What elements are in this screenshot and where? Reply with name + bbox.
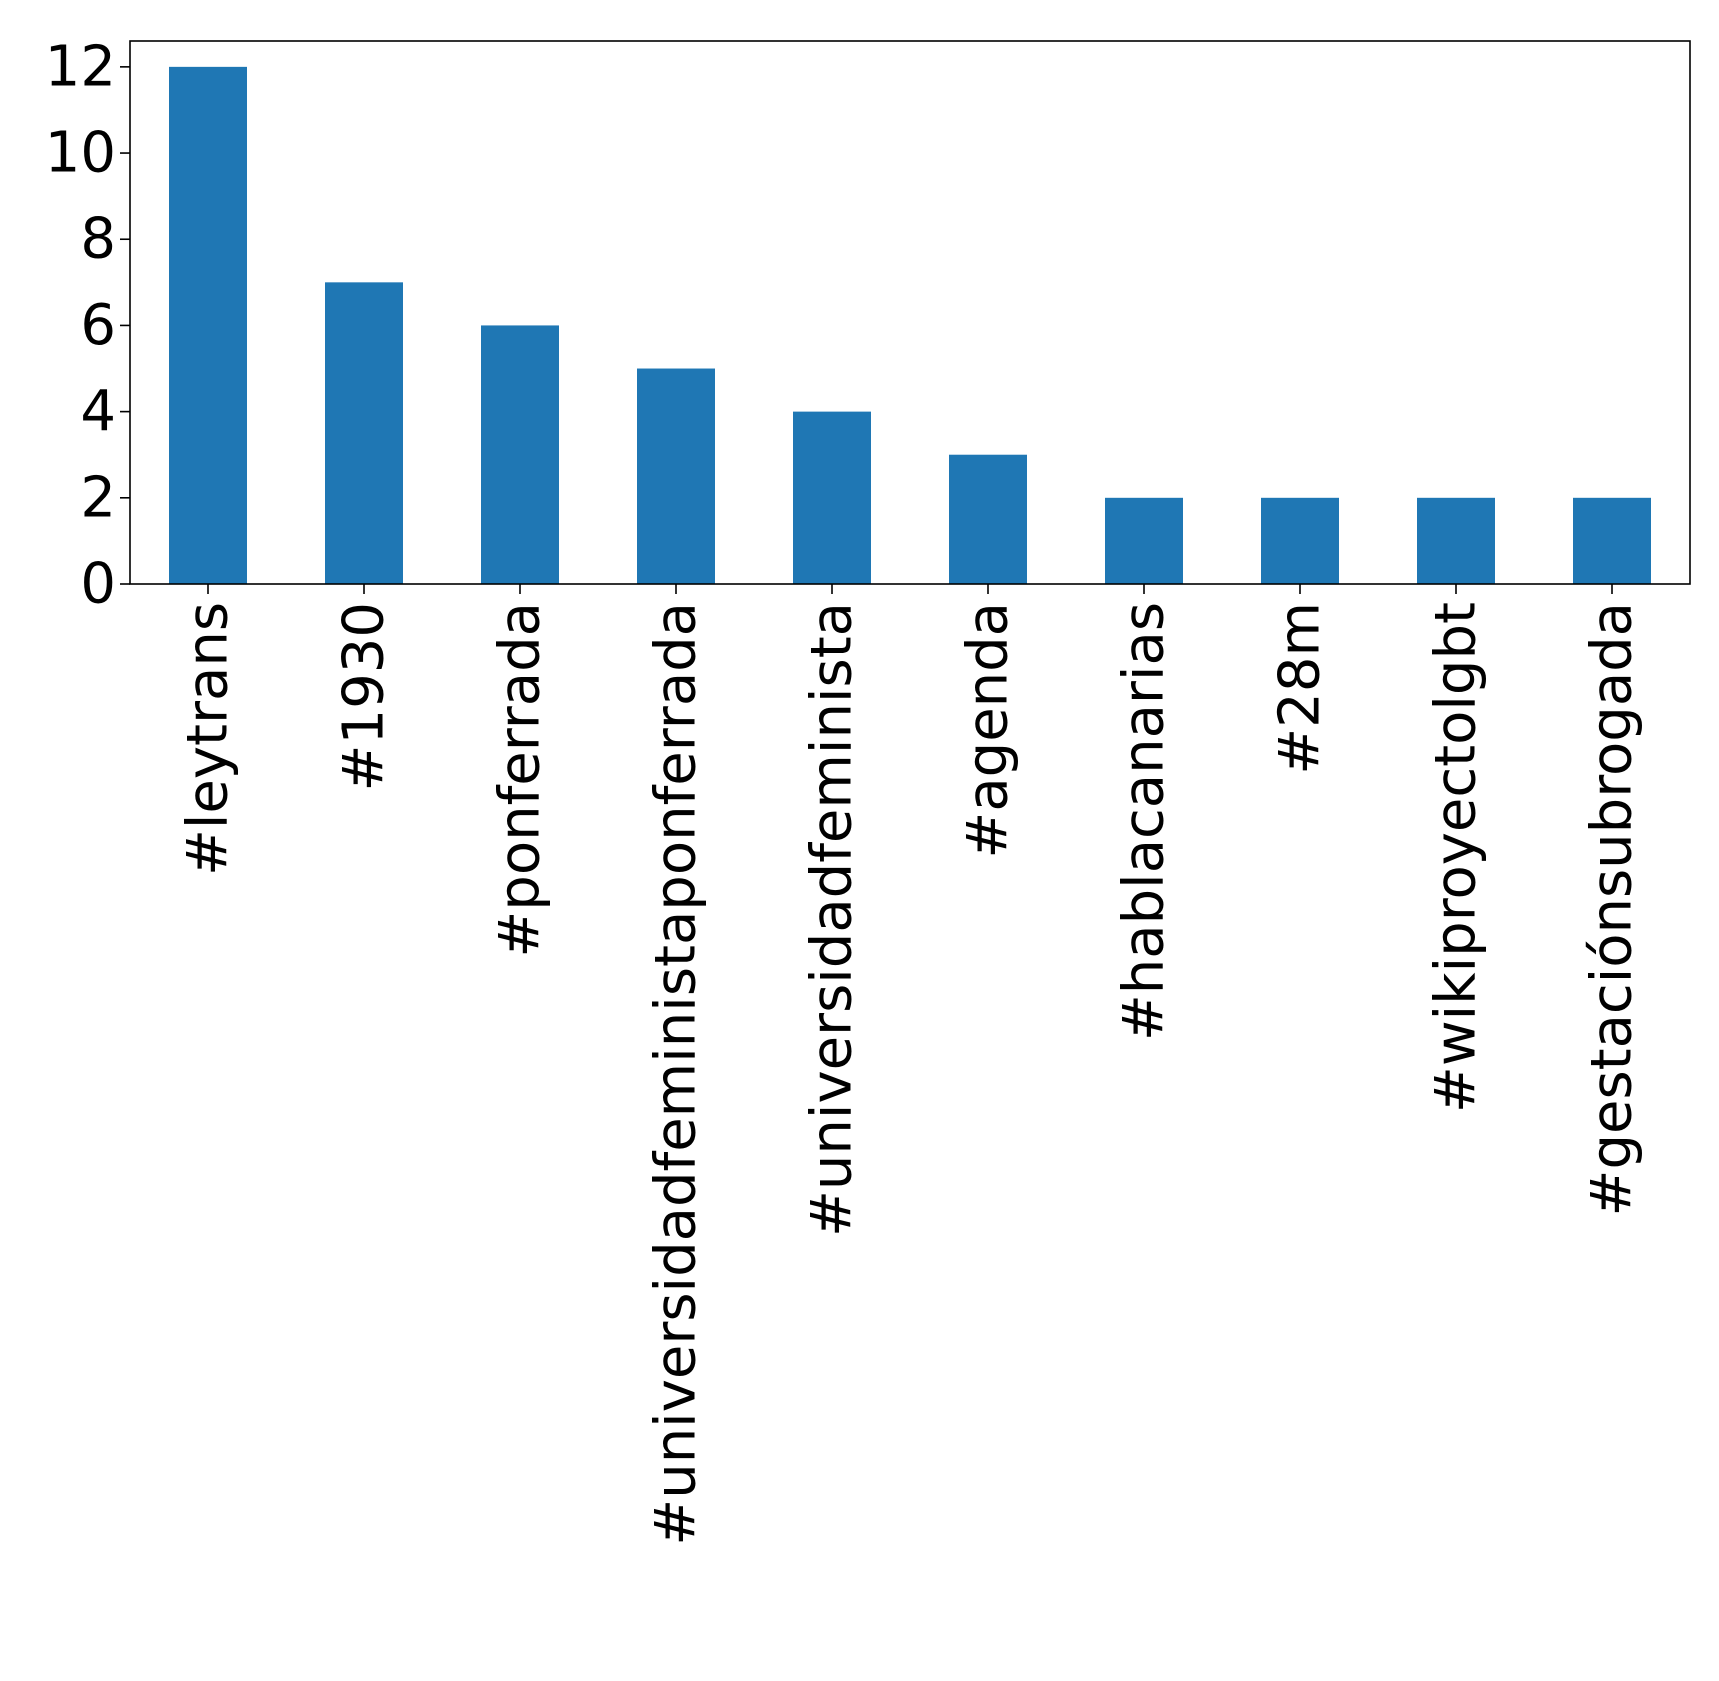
x-tick-label: #gestaciónsubrogada [1580, 602, 1645, 1216]
x-tick-label: #agenda [956, 602, 1021, 859]
y-tick-label: 6 [80, 293, 116, 358]
x-tick-label: #28m [1268, 602, 1333, 775]
bar-agenda [949, 454, 1027, 584]
y-axis-ticks: 0 2 4 6 8 10 12 [45, 34, 130, 617]
x-tick-label: #universidadfeminista [800, 602, 865, 1237]
bars-group [169, 66, 1651, 585]
x-tick-label: #leytrans [176, 602, 241, 876]
bar-gestaci-nsubrogada [1573, 497, 1651, 584]
y-tick-label: 4 [80, 379, 116, 444]
bar-leytrans [169, 66, 247, 585]
bar-universidadfeministaponferrada [637, 368, 715, 584]
y-tick-label: 2 [80, 465, 116, 530]
y-tick-label: 8 [80, 207, 116, 272]
x-tick-label: #ponferrada [488, 602, 553, 958]
x-tick-label: #universidadfeministaponferrada [644, 602, 709, 1546]
bar-ponferrada [481, 325, 559, 584]
y-tick-label: 10 [45, 121, 116, 186]
x-tick-label: #1930 [332, 602, 397, 791]
x-tick-label: #wikiproyectolgbt [1424, 602, 1489, 1113]
bar-hablacanarias [1105, 497, 1183, 584]
x-tick-label: #hablacanarias [1112, 602, 1177, 1041]
bar-wikiproyectolgbt [1417, 497, 1495, 584]
x-axis-ticks: #leytrans #1930 #ponferrada #universidadfem… [176, 584, 1645, 1546]
bar-universidadfeminista [793, 411, 871, 584]
plot-frame [129, 40, 1691, 585]
bar-28m [1261, 497, 1339, 584]
y-tick-label: 0 [80, 552, 116, 617]
y-tick-label: 12 [45, 34, 116, 99]
bar-1930 [325, 282, 403, 584]
